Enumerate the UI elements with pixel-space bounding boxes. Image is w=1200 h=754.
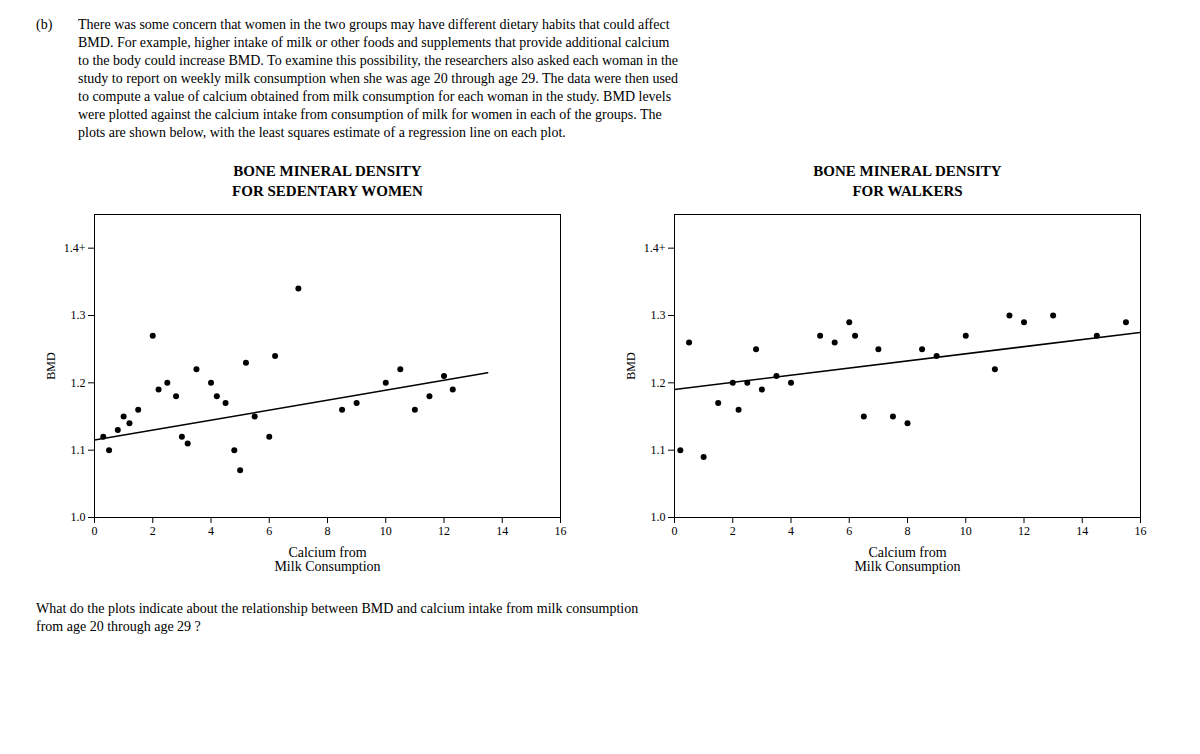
svg-text:10: 10 <box>960 524 972 538</box>
svg-text:4: 4 <box>208 524 214 538</box>
html-text:What do the plots indicate abo: What do the plots indicate about the rel… <box>36 601 639 634</box>
svg-text:1.0: 1.0 <box>651 510 666 524</box>
svg-text:1.1: 1.1 <box>651 443 666 457</box>
svg-text:Calcium fromMilk Consumption: Calcium fromMilk Consumption <box>274 545 380 574</box>
svg-text:BONE MINERAL DENSITYFOR WALKER: BONE MINERAL DENSITYFOR WALKERS <box>813 163 1002 199</box>
svg-text:6: 6 <box>266 524 272 538</box>
svg-text:1.2: 1.2 <box>651 376 666 390</box>
svg-text:14: 14 <box>1076 524 1088 538</box>
svg-text:1.0: 1.0 <box>71 510 86 524</box>
svg-text:16: 16 <box>1135 524 1147 538</box>
svg-text:0: 0 <box>92 524 98 538</box>
svg-text:2: 2 <box>730 524 736 538</box>
svg-text:1.2: 1.2 <box>71 376 86 390</box>
svg-text:1.4+: 1.4+ <box>64 241 86 255</box>
svg-text:1.1: 1.1 <box>71 443 86 457</box>
svg-text:10: 10 <box>380 524 392 538</box>
svg-text:BMD: BMD <box>44 352 58 380</box>
svg-text:12: 12 <box>1018 524 1030 538</box>
svg-text:1.3: 1.3 <box>651 308 666 322</box>
svg-text:1.4+: 1.4+ <box>644 241 666 255</box>
html-text:(b): (b) <box>36 17 53 32</box>
svg-text:14: 14 <box>496 524 508 538</box>
svg-text:BMD: BMD <box>624 352 638 380</box>
svg-text:0: 0 <box>672 524 678 538</box>
svg-text:BONE MINERAL DENSITYFOR SEDENT: BONE MINERAL DENSITYFOR SEDENTARY WOMEN <box>232 163 423 199</box>
svg-text:1.3: 1.3 <box>71 308 86 322</box>
svg-text:4: 4 <box>788 524 794 538</box>
svg-text:8: 8 <box>325 524 331 538</box>
svg-text:2: 2 <box>150 524 156 538</box>
svg-text:16: 16 <box>555 524 567 538</box>
svg-text:6: 6 <box>846 524 852 538</box>
html-text:There was some concern that wo: There was some concern that women in the… <box>78 17 679 140</box>
svg-text:Calcium fromMilk Consumption: Calcium fromMilk Consumption <box>854 545 960 574</box>
svg-text:8: 8 <box>905 524 911 538</box>
svg-text:12: 12 <box>438 524 450 538</box>
